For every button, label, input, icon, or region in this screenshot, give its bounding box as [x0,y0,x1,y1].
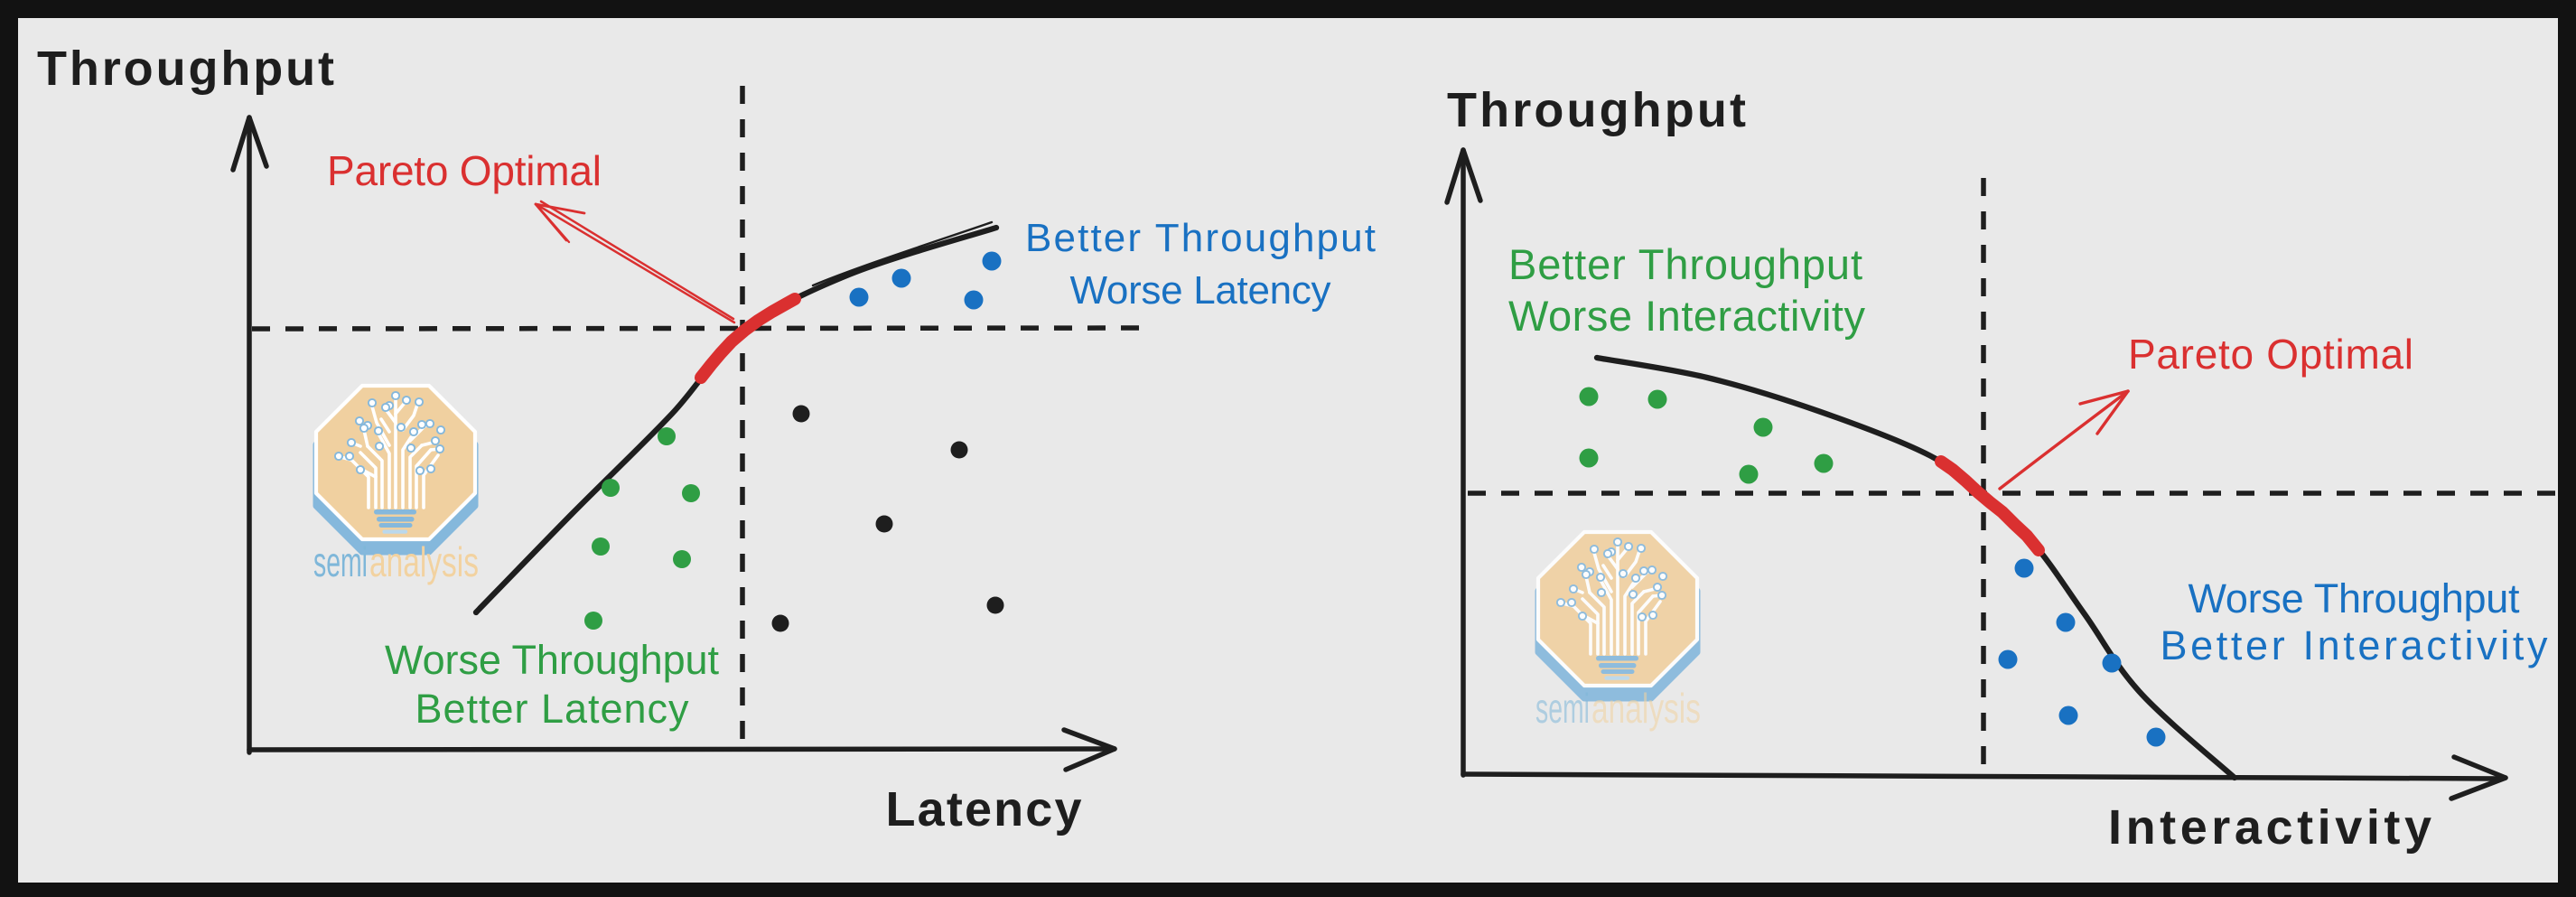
svg-text:Better Throughput: Better Throughput [1025,216,1376,260]
svg-text:Better Interactivity: Better Interactivity [2161,622,2549,668]
svg-text:Worse Interactivity: Worse Interactivity [1508,292,1866,340]
svg-text:semi: semi [1535,685,1590,732]
svg-text:Worse Latency: Worse Latency [1070,268,1331,313]
svg-text:Interactivity: Interactivity [2108,800,2431,855]
svg-text:Worse Throughput: Worse Throughput [2189,575,2520,621]
svg-text:Pareto Optimal: Pareto Optimal [327,147,602,194]
svg-text:Better Latency: Better Latency [415,686,690,732]
svg-text:Latency: Latency [886,782,1082,836]
svg-text:analysis: analysis [1591,685,1701,732]
svg-text:Throughput: Throughput [37,42,334,96]
svg-text:Worse Throughput: Worse Throughput [385,637,719,683]
svg-text:Better Throughput: Better Throughput [1508,240,1862,288]
svg-text:semi: semi [313,538,368,585]
svg-text:analysis: analysis [369,538,479,585]
svg-text:Pareto Optimal: Pareto Optimal [2128,331,2413,378]
